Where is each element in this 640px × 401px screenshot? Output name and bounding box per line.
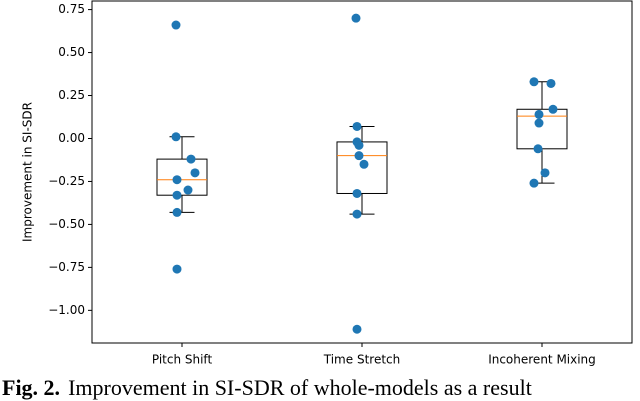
x-tick-label: Pitch Shift xyxy=(152,353,213,367)
point xyxy=(354,140,364,150)
point xyxy=(190,168,200,178)
caption-text: Improvement in SI-SDR of whole-models as… xyxy=(68,375,532,400)
point xyxy=(548,104,558,114)
point xyxy=(529,178,539,188)
point xyxy=(172,207,182,217)
point xyxy=(534,118,544,128)
caption: Fig. 2. Improvement in SI-SDR of whole-mo… xyxy=(2,375,532,400)
point xyxy=(546,78,556,88)
y-tick-label: −0.75 xyxy=(48,260,85,274)
y-tick-label: 0.75 xyxy=(58,2,85,16)
point xyxy=(352,209,362,219)
point xyxy=(172,264,182,274)
y-tick-label: −1.00 xyxy=(48,303,85,317)
point xyxy=(533,144,543,154)
point xyxy=(352,188,362,198)
x-tick-label: Time Stretch xyxy=(323,353,400,367)
point xyxy=(171,20,181,30)
point xyxy=(351,13,361,23)
point xyxy=(171,132,181,142)
point xyxy=(172,190,182,200)
plot-frame xyxy=(91,0,633,344)
y-tick-label: 0.50 xyxy=(58,45,85,59)
point xyxy=(172,175,182,185)
point xyxy=(534,109,544,119)
point xyxy=(354,151,364,161)
point xyxy=(352,324,362,334)
y-tick-label: 0.25 xyxy=(58,88,85,102)
point xyxy=(183,185,193,195)
point xyxy=(529,77,539,87)
point xyxy=(359,159,369,169)
point xyxy=(186,154,196,164)
caption-label: Fig. 2. xyxy=(2,375,60,400)
point xyxy=(352,121,362,131)
y-axis-label: Improvement in SI-SDR xyxy=(21,102,35,242)
box xyxy=(156,158,208,196)
box xyxy=(336,141,388,194)
y-tick-label: −0.50 xyxy=(48,217,85,231)
point xyxy=(540,168,550,178)
y-tick-label: −0.25 xyxy=(48,174,85,188)
y-tick-label: 0.00 xyxy=(58,131,85,145)
x-tick-label: Incoherent Mixing xyxy=(488,353,596,367)
